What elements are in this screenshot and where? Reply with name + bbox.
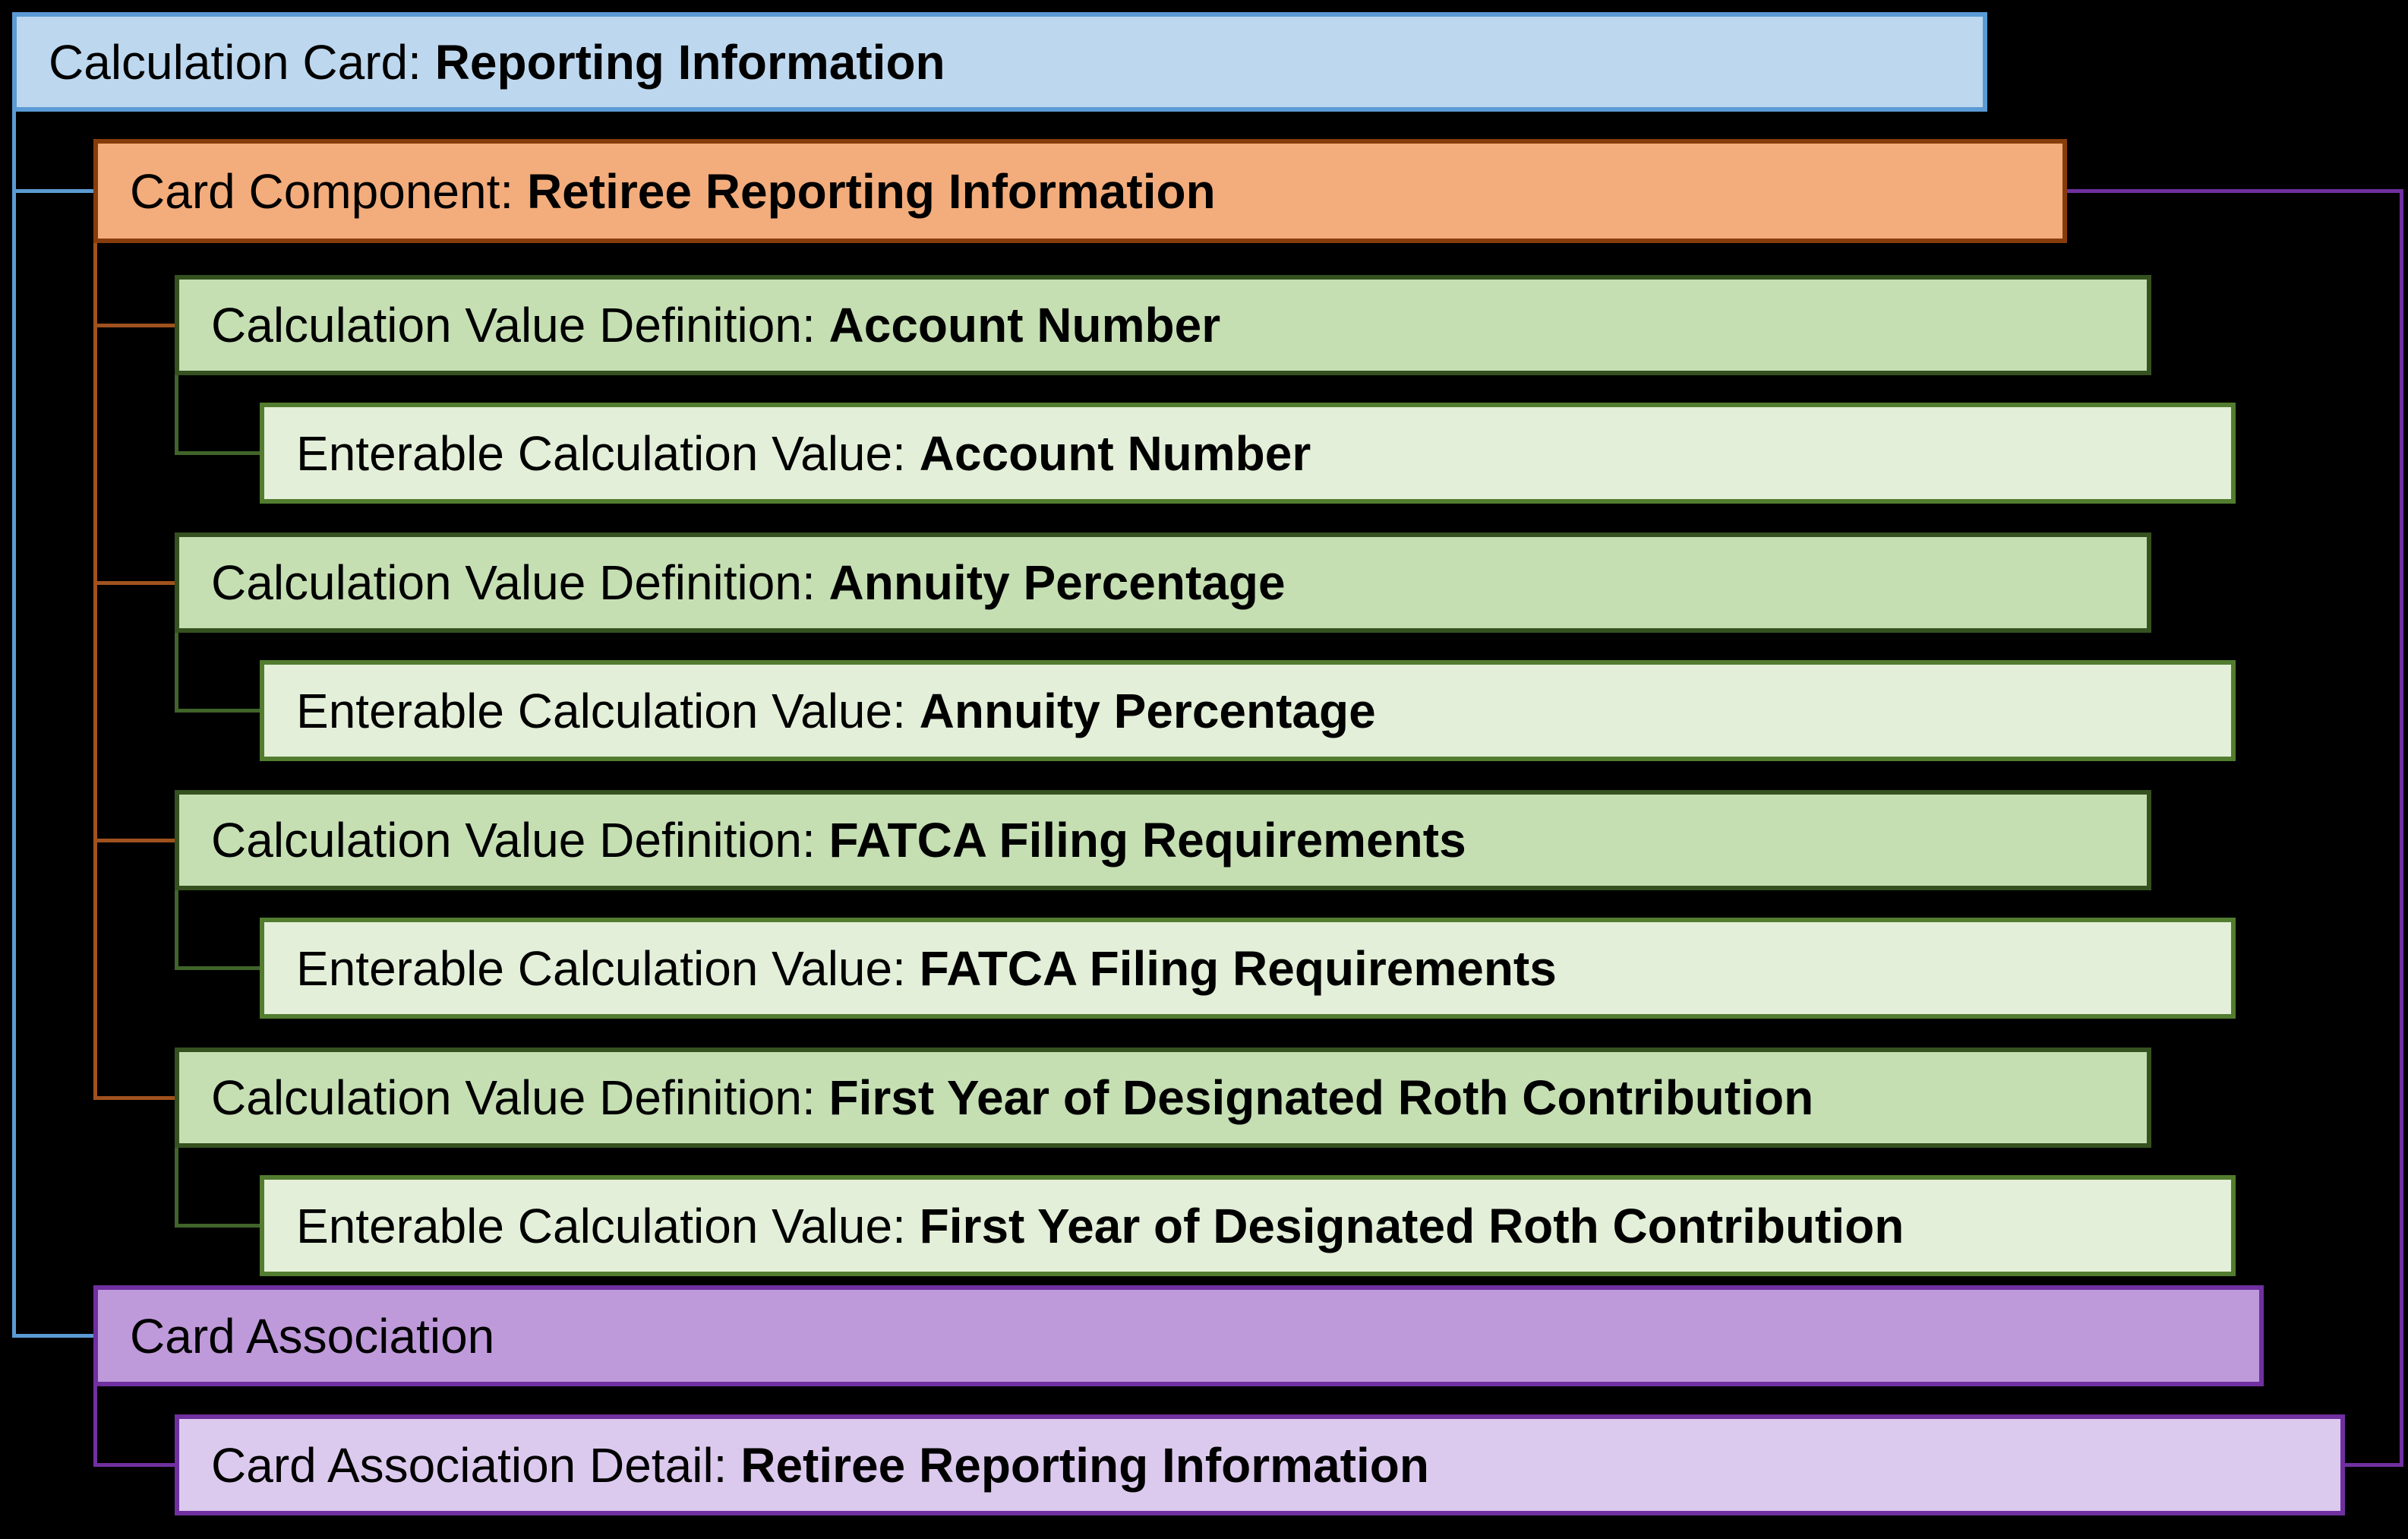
node-label-prefix: Calculation Value Definition:	[211, 298, 829, 352]
node-label-prefix: Enterable Calculation Value:	[296, 425, 920, 481]
node-label-prefix: Enterable Calculation Value:	[296, 1198, 920, 1253]
connector-cvd-to-ecv-fatca-h	[175, 966, 260, 970]
node-label-prefix: Calculation Value Definition:	[211, 813, 829, 867]
connector-cvd-to-ecv-first-year-v	[175, 1148, 178, 1228]
node-label-name: Retiree Reporting Information	[740, 1437, 1429, 1493]
connector-component-to-cvd-fatca	[93, 839, 175, 842]
connector-calculation-card-to-association	[12, 1334, 93, 1338]
node-card-component: Card Component: Retiree Reporting Inform…	[93, 139, 2067, 243]
node-label-prefix: Card Association Detail:	[211, 1437, 741, 1493]
connector-cvd-to-ecv-first-year-h	[175, 1224, 260, 1228]
node-ecv-first-year-roth: Enterable Calculation Value: First Year …	[260, 1175, 2236, 1276]
connector-component-to-detail-top	[2067, 189, 2403, 193]
connector-component-to-cvd-account-number	[93, 324, 175, 327]
node-ecv-fatca-filing-requirements: Enterable Calculation Value: FATCA Filin…	[260, 918, 2236, 1019]
connector-cvd-to-ecv-annuity-v	[175, 633, 178, 713]
connector-component-to-detail-right	[2400, 189, 2403, 1467]
node-card-association-detail: Card Association Detail: Retiree Reporti…	[175, 1414, 2345, 1515]
connector-component-to-detail-bottom	[2345, 1463, 2400, 1467]
node-label-name: FATCA Filing Requirements	[919, 940, 1557, 996]
node-label-prefix: Card Association	[130, 1308, 495, 1364]
node-card-association: Card Association	[93, 1285, 2264, 1386]
node-cvd-annuity-percentage: Calculation Value Definition: Annuity Pe…	[175, 532, 2151, 633]
connector-association-to-detail-h	[93, 1463, 175, 1467]
node-calculation-card: Calculation Card: Reporting Information	[12, 12, 1987, 112]
connector-cvd-to-ecv-account-number-h	[175, 451, 260, 455]
connector-cvd-to-ecv-annuity-h	[175, 709, 260, 713]
connector-component-to-cvd-first-year	[93, 1096, 175, 1100]
node-label-prefix: Calculation Value Definition:	[211, 555, 829, 610]
node-label-name: Annuity Percentage	[828, 555, 1286, 610]
node-label-prefix: Enterable Calculation Value:	[296, 940, 920, 996]
node-label-name: Annuity Percentage	[919, 683, 1376, 738]
node-label-name: Account Number	[919, 425, 1311, 481]
node-label-name: First Year of Designated Roth Contributi…	[919, 1198, 1905, 1253]
connector-calculation-card-to-component	[12, 189, 93, 193]
connector-calculation-card-spine	[12, 112, 16, 1336]
connector-component-spine	[93, 243, 97, 1098]
connector-cvd-to-ecv-account-number-v	[175, 375, 178, 455]
connector-component-to-cvd-annuity	[93, 581, 175, 585]
node-label-prefix: Card Component:	[130, 163, 527, 219]
node-label-prefix: Calculation Value Definition:	[211, 1070, 829, 1125]
node-label-name: Reporting Information	[434, 34, 945, 90]
node-label-prefix: Enterable Calculation Value:	[296, 683, 920, 738]
connector-association-to-detail-v	[93, 1386, 97, 1467]
node-label-name: First Year of Designated Roth Contributi…	[828, 1070, 1814, 1125]
node-label-prefix: Calculation Card:	[49, 34, 435, 90]
node-cvd-account-number: Calculation Value Definition: Account Nu…	[175, 275, 2151, 375]
node-cvd-first-year-roth: Calculation Value Definition: First Year…	[175, 1048, 2151, 1148]
connector-cvd-to-ecv-fatca-v	[175, 890, 178, 970]
node-cvd-fatca-filing-requirements: Calculation Value Definition: FATCA Fili…	[175, 790, 2151, 890]
node-ecv-annuity-percentage: Enterable Calculation Value: Annuity Per…	[260, 660, 2236, 761]
node-label-name: Retiree Reporting Information	[526, 163, 1216, 219]
node-label-name: FATCA Filing Requirements	[828, 813, 1466, 867]
node-ecv-account-number: Enterable Calculation Value: Account Num…	[260, 403, 2236, 504]
node-label-name: Account Number	[828, 298, 1221, 352]
